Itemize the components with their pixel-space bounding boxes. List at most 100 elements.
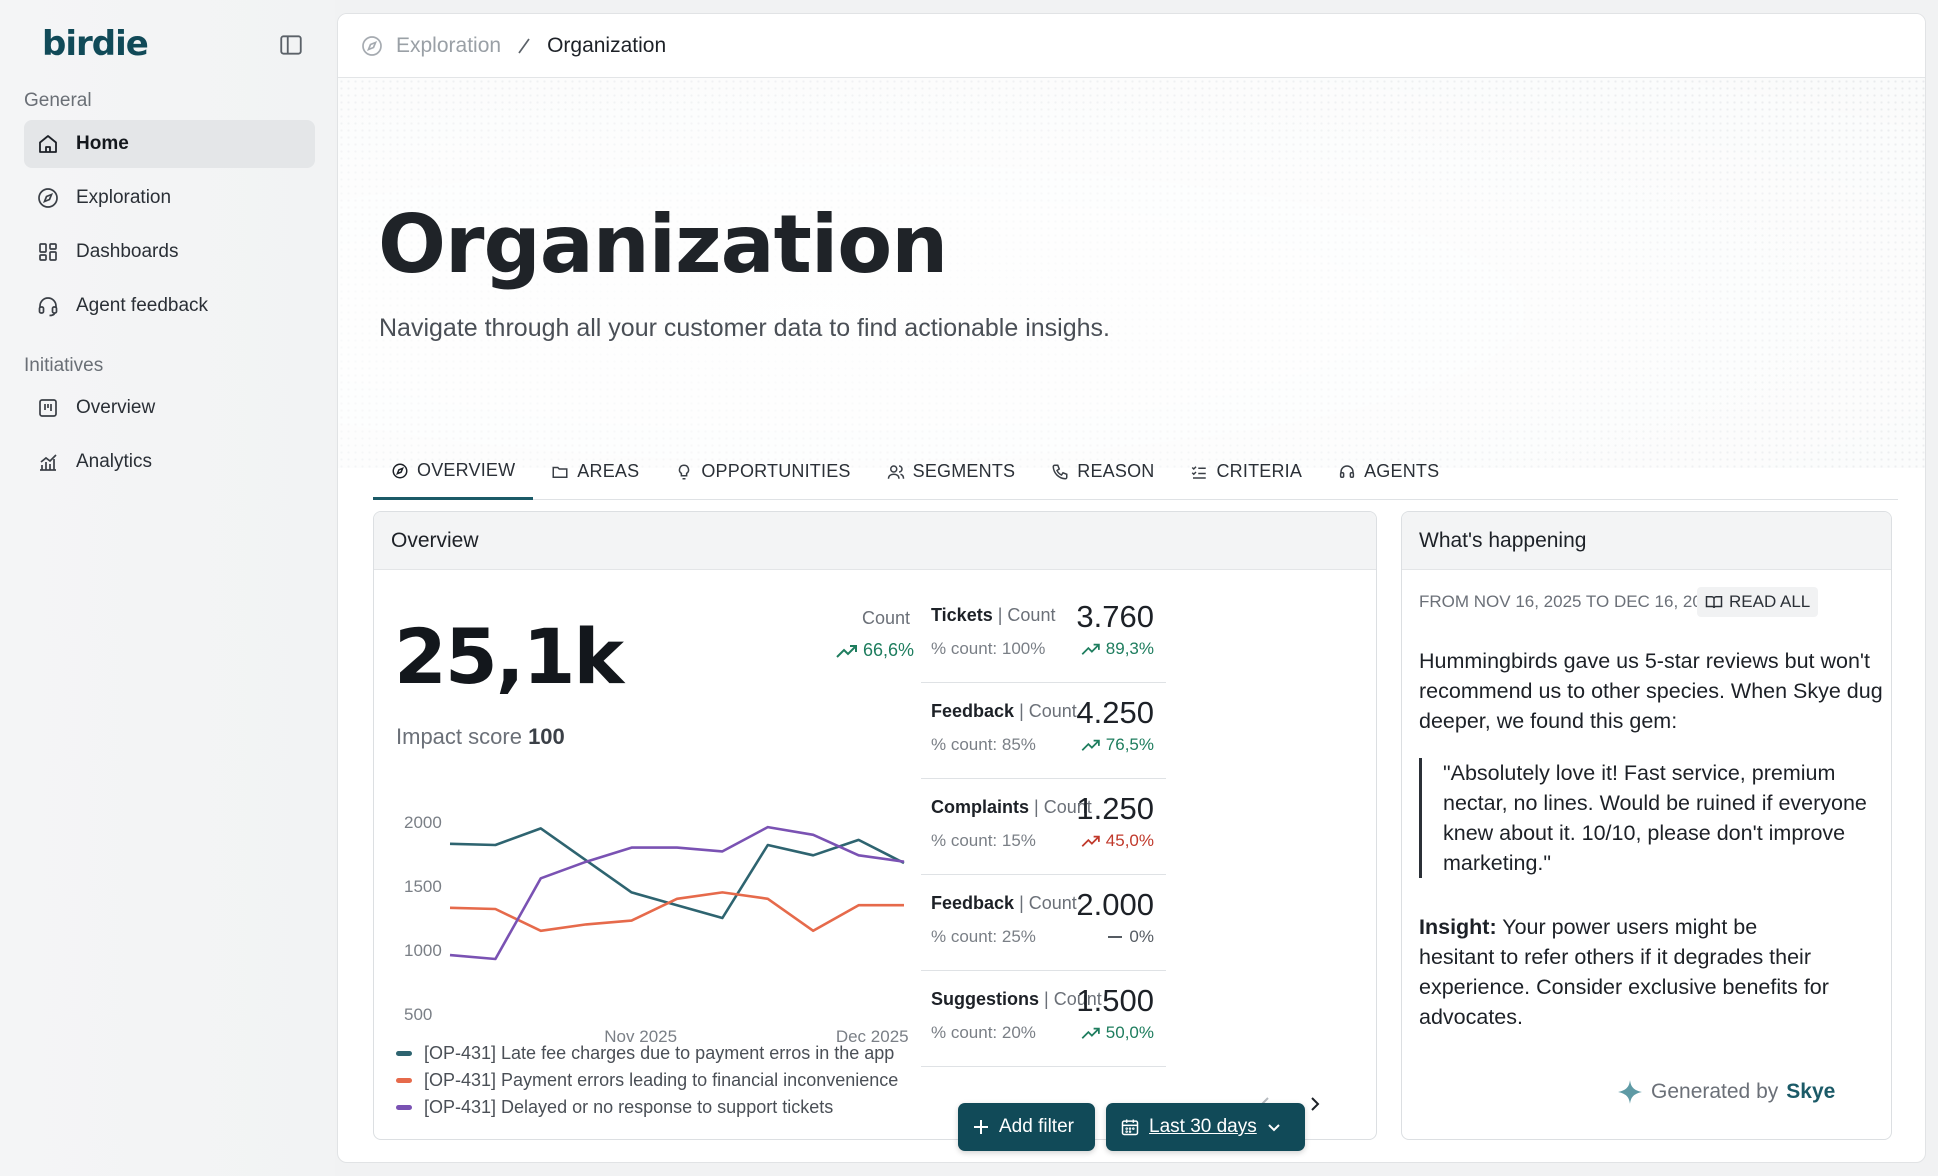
read-all-button[interactable]: READ ALL: [1697, 587, 1819, 617]
metric-unit: | Count: [1019, 701, 1077, 721]
insight-label: Insight:: [1419, 915, 1497, 939]
line-chart: 2000 1500 1000 500 Nov 2025 Dec 2025: [404, 813, 909, 1046]
metric-name-label: Suggestions: [931, 989, 1040, 1009]
compass-icon: [391, 462, 409, 480]
metric-row[interactable]: Tickets | Count % count: 100% 3.760 89,3…: [921, 587, 1166, 683]
metric-unit-label: Count: [1007, 605, 1056, 625]
breadcrumb: Exploration Organization: [338, 14, 1925, 78]
metric-name-label: Feedback: [931, 893, 1015, 913]
metric-name: Feedback | Count: [931, 701, 1077, 722]
chart-legend: [OP-431] Late fee charges due to payment…: [396, 1040, 898, 1121]
generated-by-prefix: Generated by: [1651, 1080, 1779, 1103]
sidebar-item-exploration[interactable]: Exploration: [24, 174, 315, 222]
metric-percent: % count: 25%: [931, 927, 1036, 946]
tab-label: AGENTS: [1364, 461, 1440, 481]
insight-text: Insight: Your power users might be hesit…: [1419, 912, 1829, 1032]
legend-item[interactable]: [OP-431] Payment errors leading to finan…: [396, 1067, 898, 1094]
metric-unit: | Count: [1044, 989, 1102, 1009]
chevron-down-icon: [1266, 1119, 1282, 1135]
chevron-right-icon[interactable]: [1304, 1094, 1324, 1114]
metric-row[interactable]: Feedback | Count % count: 85% 4.250 76,5…: [921, 683, 1166, 779]
tab-label: AREAS: [577, 461, 640, 481]
lightbulb-icon: [675, 463, 693, 481]
date-range-dropdown[interactable]: Last 30 days: [1106, 1103, 1305, 1151]
metric-value: 2.000: [1076, 887, 1154, 922]
series-line[interactable]: [449, 825, 905, 961]
series-line[interactable]: [449, 827, 905, 920]
count-change: 66,6%: [836, 640, 916, 661]
sidebar-item-analytics[interactable]: Analytics: [24, 438, 315, 486]
metric-change: 0%: [1106, 927, 1154, 947]
sidebar-item-agent-feedback[interactable]: Agent feedback: [24, 282, 315, 330]
headset-icon: [36, 294, 60, 318]
metric-change-value: 76,5%: [1105, 735, 1154, 754]
tab-opportunities[interactable]: OPPORTUNITIES: [657, 444, 868, 499]
sidebar-item-label: Exploration: [76, 187, 172, 208]
compass-icon: [36, 186, 60, 210]
sidebar-item-label: Analytics: [76, 451, 153, 472]
tab-areas[interactable]: AREAS: [533, 444, 657, 499]
section-label-general: General: [24, 90, 92, 111]
tab-criteria[interactable]: CRITERIA: [1172, 444, 1320, 499]
legend-item[interactable]: [OP-431] Late fee charges due to payment…: [396, 1040, 898, 1067]
tab-label: OVERVIEW: [417, 460, 516, 480]
folder-icon: [551, 463, 569, 481]
page-title: Organization: [378, 198, 948, 291]
trend-up-icon: [836, 643, 858, 659]
sidebar-toggle-icon[interactable]: [278, 32, 304, 58]
tab-label: OPPORTUNITIES: [701, 461, 851, 481]
tab-label: SEGMENTS: [912, 461, 1016, 481]
impact-score-value: 100: [528, 724, 565, 749]
metric-row[interactable]: Complaints | Count % count: 15% 1.250 45…: [921, 779, 1166, 875]
users-icon: [887, 463, 905, 481]
metric-percent: % count: 20%: [931, 1023, 1036, 1042]
summary-text: Hummingbirds gave us 5-star reviews but …: [1419, 649, 1883, 733]
metric-value: 1.250: [1076, 791, 1154, 826]
tab-agents[interactable]: AGENTS: [1320, 444, 1457, 499]
hero-section: Organization Navigate through all your c…: [338, 78, 1925, 468]
sidebar-item-label: Dashboards: [76, 241, 179, 262]
compass-icon: [360, 34, 384, 58]
impact-score: Impact score 100: [396, 724, 565, 750]
breadcrumb-exploration-link[interactable]: Exploration: [396, 33, 502, 57]
metric-change: 50,0%: [1081, 1023, 1154, 1043]
generated-by: Generated by Skye: [1617, 1079, 1835, 1105]
main-panel: Exploration Organization Organization Na…: [337, 13, 1926, 1163]
overview-card-title: Overview: [374, 512, 1376, 570]
tab-segments[interactable]: SEGMENTS: [869, 444, 1034, 499]
metric-name: Tickets | Count: [931, 605, 1055, 626]
add-filter-button[interactable]: Add filter: [958, 1103, 1095, 1151]
sidebar: birdie General Home Exploration Dashboar…: [0, 0, 335, 1176]
series-line[interactable]: [449, 891, 904, 933]
metric-change: 76,5%: [1081, 735, 1154, 755]
y-tick-label: 2000: [404, 813, 442, 832]
trend-up-icon: [1081, 1026, 1101, 1040]
sidebar-item-overview[interactable]: Overview: [24, 384, 315, 432]
trend-up-icon: [1081, 642, 1101, 656]
sidebar-item-home[interactable]: Home: [24, 120, 315, 168]
insight-body: Your power users might be hesitant to re…: [1419, 915, 1829, 1029]
birdie-logo[interactable]: birdie: [42, 24, 149, 64]
metric-change-value: 0%: [1129, 927, 1154, 946]
metric-change-value: 89,3%: [1105, 639, 1154, 658]
impact-score-label: Impact score: [396, 724, 522, 749]
legend-swatch: [396, 1078, 412, 1083]
sparkle-icon: [1617, 1079, 1643, 1105]
metric-name: Feedback | Count: [931, 893, 1077, 914]
checklist-icon: [1190, 463, 1208, 481]
overview-card: Overview 25,1k Impact score 100 Count 66…: [373, 511, 1377, 1140]
metric-name-label: Tickets: [931, 605, 993, 625]
sidebar-item-dashboards[interactable]: Dashboards: [24, 228, 315, 276]
metric-row[interactable]: Suggestions | Count % count: 20% 1.500 5…: [921, 971, 1166, 1067]
legend-item[interactable]: [OP-431] Delayed or no response to suppo…: [396, 1094, 898, 1121]
metric-percent: % count: 15%: [931, 831, 1036, 850]
analytics-icon: [36, 450, 60, 474]
metrics-list: Tickets | Count % count: 100% 3.760 89,3…: [921, 587, 1166, 1067]
y-tick-label: 1000: [404, 941, 442, 960]
legend-swatch: [396, 1051, 412, 1056]
tab-overview[interactable]: OVERVIEW: [373, 444, 534, 500]
metric-name-label: Complaints: [931, 797, 1030, 817]
tab-reason[interactable]: REASON: [1033, 444, 1172, 499]
metric-row[interactable]: Feedback | Count % count: 25% 2.000 0%: [921, 875, 1166, 971]
metric-unit-label: Count: [1043, 797, 1092, 817]
